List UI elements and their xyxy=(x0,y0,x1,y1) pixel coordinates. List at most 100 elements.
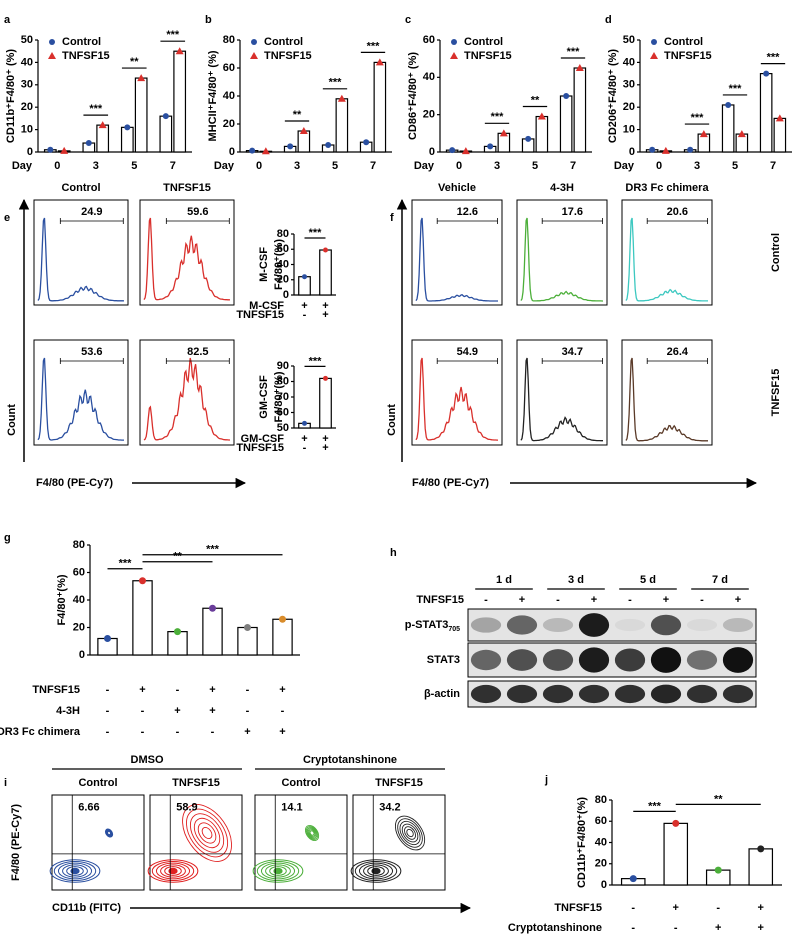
point xyxy=(47,147,53,153)
blot-band xyxy=(723,685,753,703)
blot-band xyxy=(687,650,717,670)
point xyxy=(651,39,657,45)
blot-band xyxy=(687,619,717,631)
panel-label: h xyxy=(390,547,397,559)
blot-band xyxy=(543,649,573,671)
column-label: 4-3H xyxy=(550,182,574,194)
treatment-sign: - xyxy=(700,594,704,606)
y-tick-label: 20 xyxy=(21,101,33,113)
point xyxy=(244,624,251,631)
significance-label: *** xyxy=(89,103,103,115)
condition-sign: + xyxy=(322,442,328,454)
y-axis-label: F4/80⁺(%) xyxy=(273,371,285,422)
column-label: TNFSF15 xyxy=(172,777,220,789)
legend-label: TNFSF15 xyxy=(62,50,110,62)
y-tick-label: 30 xyxy=(21,79,33,91)
y-tick-label: 40 xyxy=(21,56,33,68)
y-tick-label: 0 xyxy=(601,879,607,891)
condition-sign: + xyxy=(758,902,764,914)
y-tick-label: 90 xyxy=(277,360,289,372)
day-label: 3 d xyxy=(568,574,584,586)
blot-band xyxy=(651,685,681,704)
y-tick-label: 80 xyxy=(595,794,607,806)
x-tick-label: 0 xyxy=(54,160,60,172)
point xyxy=(325,142,331,148)
gate-value: 20.6 xyxy=(667,206,688,218)
treatment-sign: - xyxy=(556,594,560,606)
condition-sign: + xyxy=(758,922,764,934)
condition-sign: - xyxy=(211,726,215,738)
condition-sign: - xyxy=(176,684,180,696)
legend-label: TNFSF15 xyxy=(664,50,712,62)
row-label: TNFSF15 xyxy=(770,369,782,417)
significance-label: ** xyxy=(531,94,540,106)
condition-sign: - xyxy=(631,922,635,934)
y-axis-label: F4/80⁺(%) xyxy=(273,239,285,290)
bar xyxy=(336,99,347,152)
x-tick-label: 5 xyxy=(332,160,338,172)
blot-band xyxy=(471,617,501,632)
treatment-sign: - xyxy=(628,594,632,606)
bar xyxy=(97,125,109,152)
y-tick-label: 40 xyxy=(595,836,607,848)
gate-value: 26.4 xyxy=(667,346,689,358)
blot-band xyxy=(471,685,501,703)
y-tick-label: 20 xyxy=(423,109,435,121)
treatment-label: TNFSF15 xyxy=(416,594,464,606)
x-tick-label: 5 xyxy=(732,160,738,172)
blot-band xyxy=(723,647,753,673)
point xyxy=(323,248,328,253)
point xyxy=(86,140,92,146)
day-label: 5 d xyxy=(640,574,656,586)
y-tick-label: 60 xyxy=(423,34,435,46)
chart-title: M-CSF xyxy=(258,247,270,282)
column-label: Vehicle xyxy=(438,182,476,194)
group-label: DMSO xyxy=(131,754,164,766)
condition-sign: + xyxy=(715,922,721,934)
column-label: Control xyxy=(78,777,117,789)
point xyxy=(363,139,369,145)
panel-label: i xyxy=(4,777,7,789)
panel-label: d xyxy=(605,14,612,26)
significance-label: *** xyxy=(491,111,505,123)
significance-label: *** xyxy=(309,355,323,367)
significance-label: ** xyxy=(293,109,302,121)
y-tick-label: 10 xyxy=(21,124,33,136)
treatment-sign: + xyxy=(735,594,741,606)
y-axis-label: Count xyxy=(386,404,398,436)
condition-sign: - xyxy=(246,684,250,696)
y-tick-label: 10 xyxy=(623,124,635,136)
point xyxy=(49,39,55,45)
gate-value: 53.6 xyxy=(81,346,102,358)
legend-label: Control xyxy=(664,36,703,48)
legend-label: Control xyxy=(264,36,303,48)
condition-sign: - xyxy=(141,705,145,717)
row-name: p-STAT3 xyxy=(405,619,449,631)
condition-sign: + xyxy=(322,309,328,321)
condition-sign: + xyxy=(209,684,215,696)
bar xyxy=(536,117,547,152)
significance-label: *** xyxy=(691,112,705,124)
treatment-sign: + xyxy=(663,594,669,606)
x-axis-label: F4/80 (PE-Cy7) xyxy=(36,477,113,489)
blot-band xyxy=(579,613,609,637)
blot-band xyxy=(579,685,609,703)
y-tick-label: 50 xyxy=(623,34,635,46)
bar xyxy=(722,105,733,152)
y-tick-label: 20 xyxy=(73,621,85,633)
legend-label: Control xyxy=(464,36,503,48)
blot-band xyxy=(507,649,537,671)
condition-sign: - xyxy=(246,705,250,717)
legend-label: TNFSF15 xyxy=(264,50,312,62)
condition-label: TNFSF15 xyxy=(554,902,602,914)
x-tick-label: 7 xyxy=(170,160,176,172)
bar xyxy=(374,62,385,152)
group-label: Cryptotanshinone xyxy=(303,754,397,766)
point xyxy=(672,820,679,827)
blot-band xyxy=(615,648,645,671)
x-tick-label: 3 xyxy=(93,160,99,172)
condition-sign: - xyxy=(674,922,678,934)
bar xyxy=(273,619,292,655)
y-tick-label: 0 xyxy=(629,146,635,158)
significance-label: ** xyxy=(130,56,139,68)
